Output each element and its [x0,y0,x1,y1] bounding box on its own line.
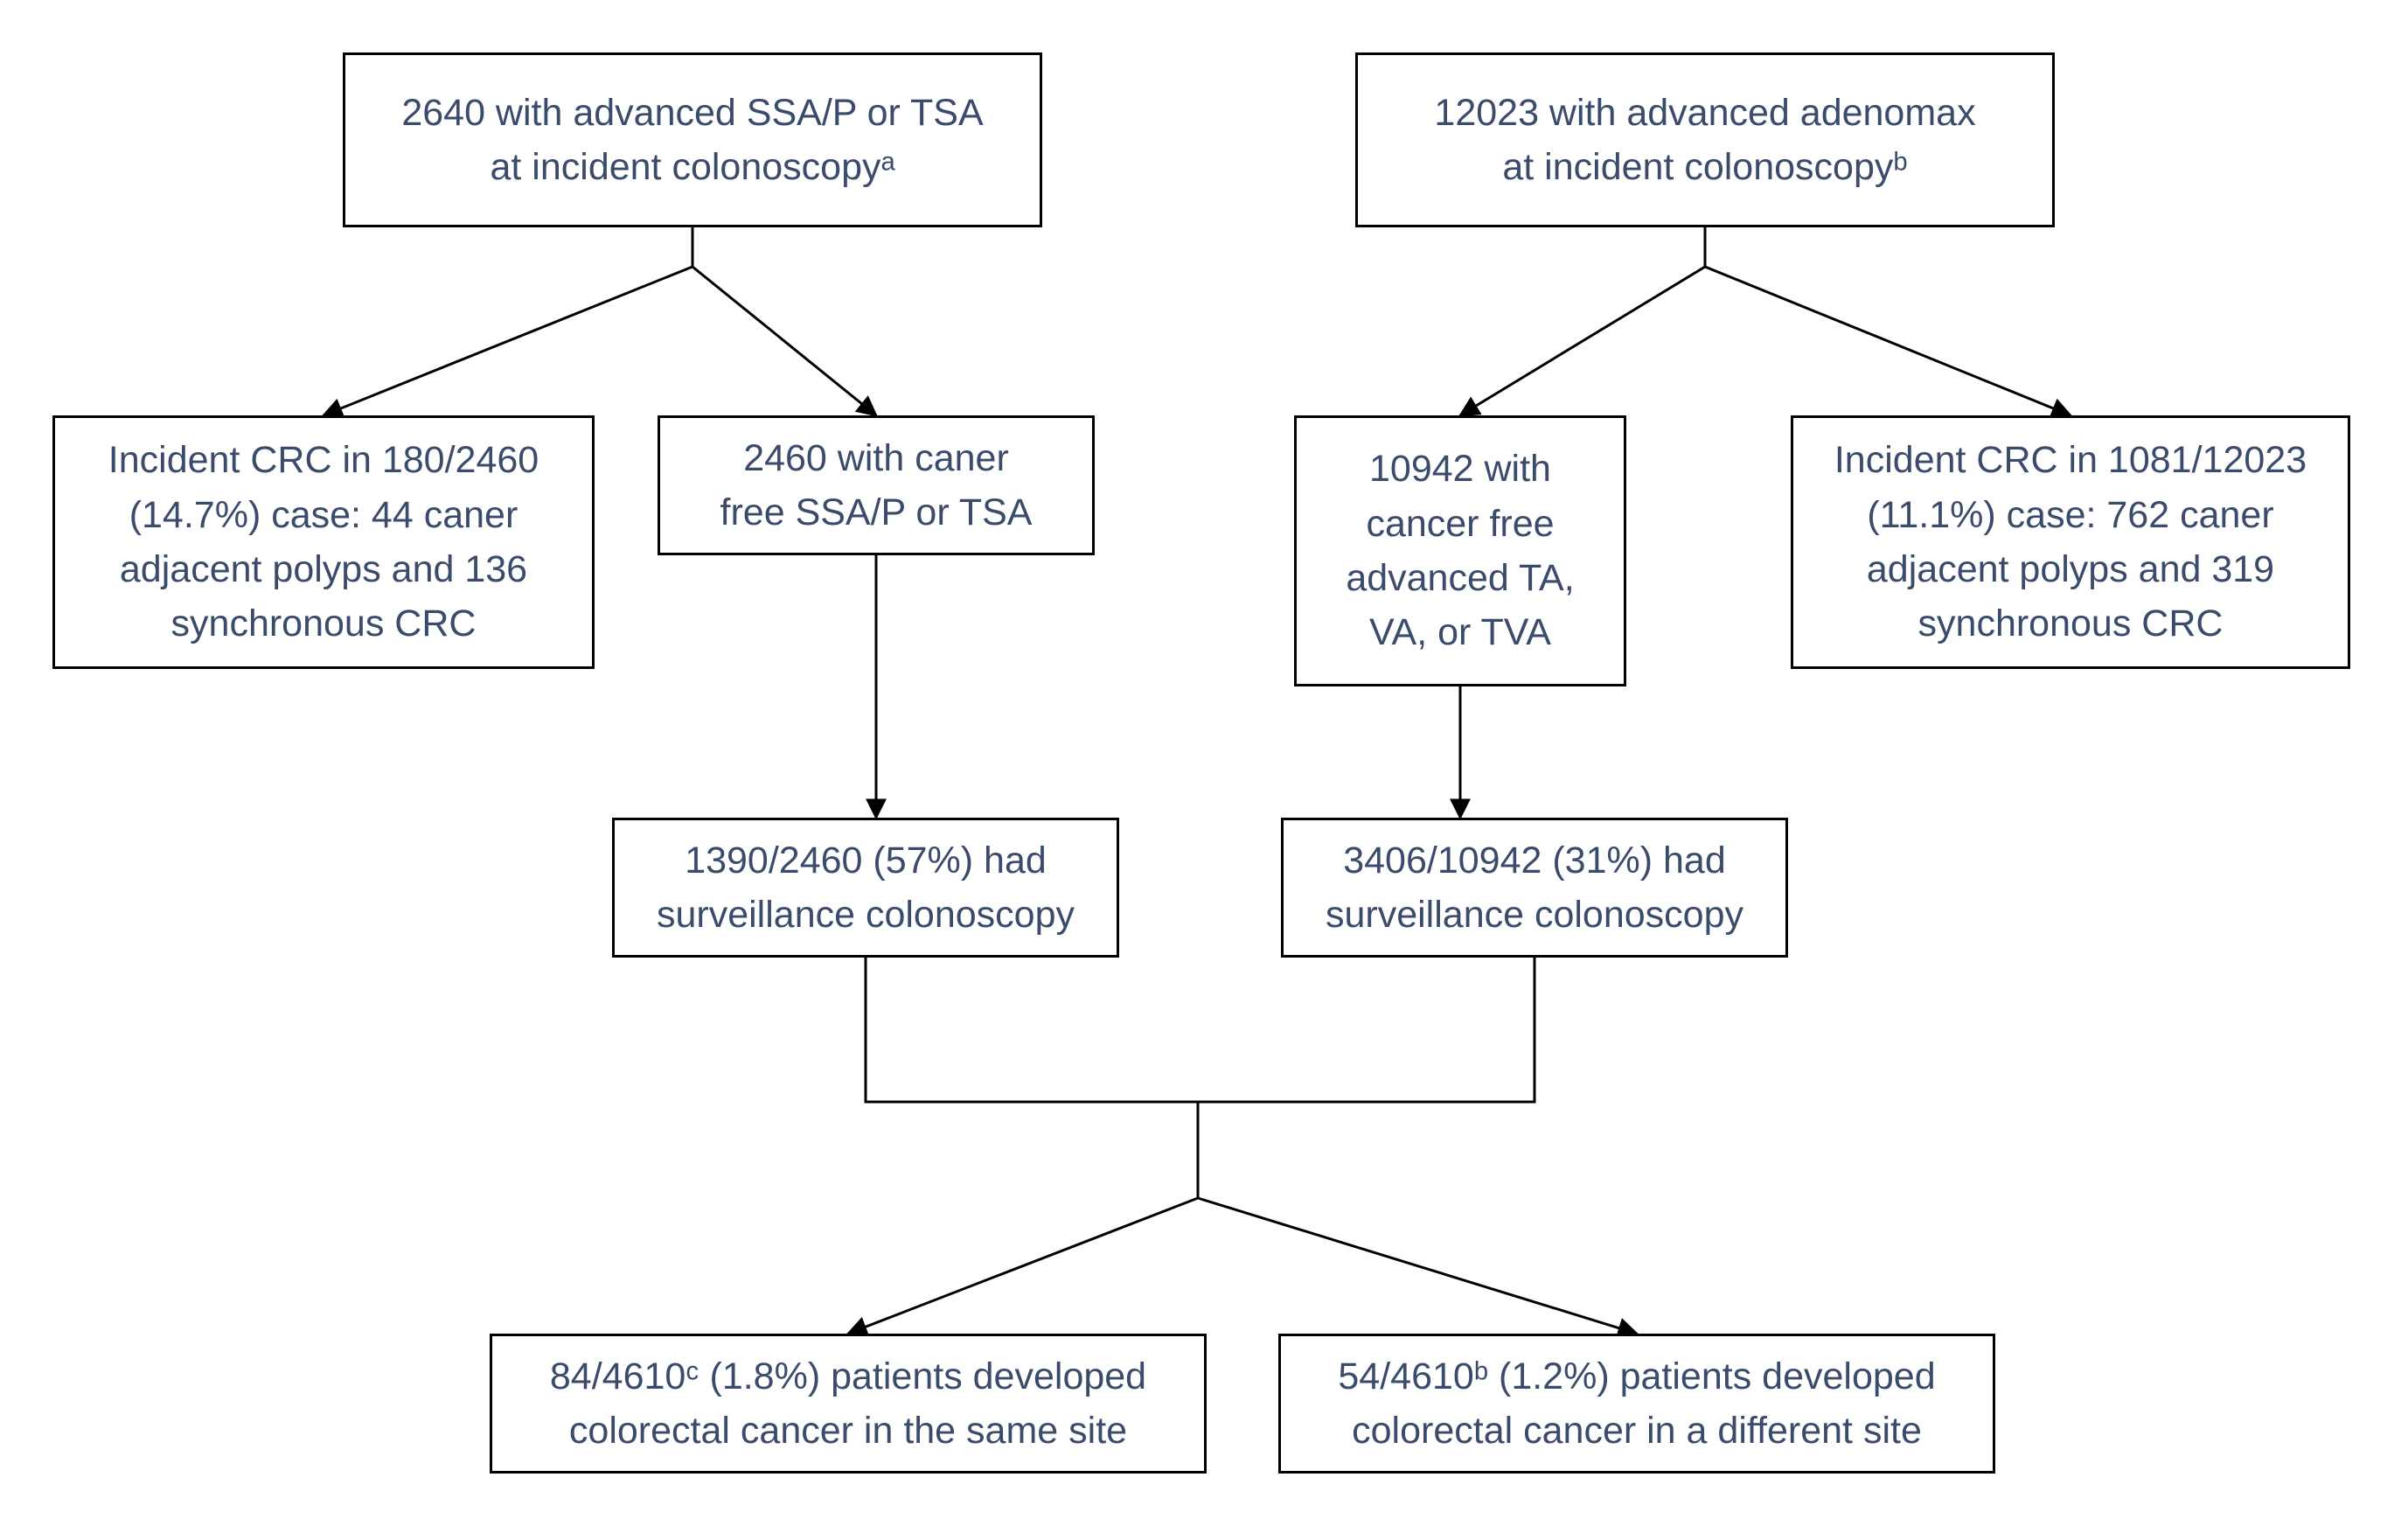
edges-layer [0,0,2408,1519]
edge [692,227,876,415]
node-ssa_surv: 1390/2460 (57%) had surveillance colonos… [612,818,1119,958]
node-same_site: 84/4610ᶜ (1.8%) patients developed color… [490,1334,1207,1474]
node-diff_site: 54/4610ᵇ (1.2%) patients developed color… [1278,1334,1995,1474]
node-ssa_crc: Incident CRC in 180/2460 (14.7%) case: 4… [52,415,595,669]
edge [1198,1198,1637,1334]
node-ssa_cancerfree: 2460 with caner free SSA/P or TSA [658,415,1095,555]
node-adv_cancerfree: 10942 with cancer free advanced TA, VA, … [1294,415,1626,686]
flowchart-canvas: 2640 with advanced SSA/P or TSA at incid… [0,0,2408,1519]
edge [848,1198,1198,1334]
node-ssa_incident: 2640 with advanced SSA/P or TSA at incid… [343,52,1042,227]
edge [1460,227,1705,415]
node-adv_surv: 3406/10942 (31%) had surveillance colono… [1281,818,1788,958]
edge [1198,958,1535,1102]
edge [324,227,692,415]
node-adenoma_incident: 12023 with advanced adenomax at incident… [1355,52,2055,227]
edge [1705,227,2070,415]
edge [866,958,1198,1102]
node-adv_crc: Incident CRC in 1081/12023 (11.1%) case:… [1791,415,2350,669]
